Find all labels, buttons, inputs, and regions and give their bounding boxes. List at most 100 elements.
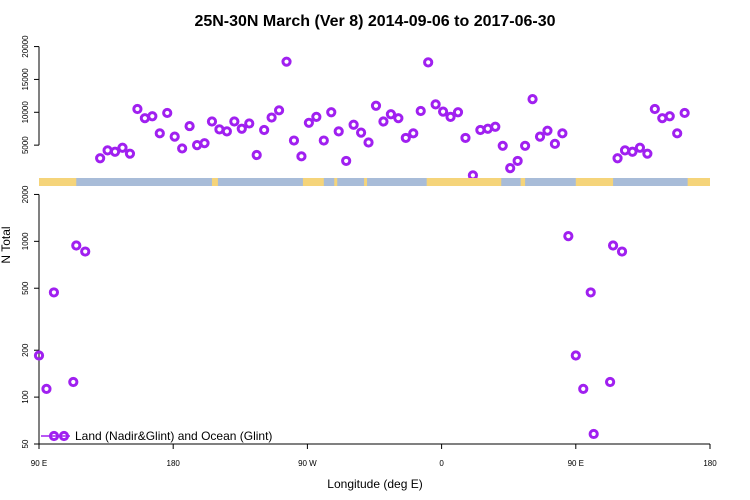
- data-point: [612, 153, 623, 164]
- x-axis: 90 E 180 90 W 0 90 E 180: [31, 444, 717, 468]
- data-point: [296, 151, 307, 162]
- data-point: [664, 111, 675, 122]
- lower-y-tick-label: 500: [21, 281, 30, 295]
- data-point: [117, 142, 128, 153]
- x-axis-title: Longitude (deg E): [327, 477, 422, 491]
- data-point: [259, 124, 270, 136]
- lower-y-tick-label: 200: [21, 343, 30, 357]
- data-point: [607, 240, 619, 251]
- data-point: [452, 107, 464, 118]
- data-point: [534, 131, 546, 142]
- data-point: [132, 103, 143, 115]
- data-point: [393, 113, 404, 124]
- data-point: [642, 148, 653, 159]
- x-tick-label: 90 W: [298, 459, 317, 468]
- data-point: [341, 155, 352, 167]
- data-point: [288, 135, 300, 146]
- x-tick-label: 0: [439, 459, 444, 468]
- data-point: [273, 105, 285, 116]
- data-point: [348, 119, 359, 130]
- data-point: [445, 111, 456, 122]
- data-point: [505, 163, 516, 174]
- data-point: [109, 146, 121, 157]
- legend-label: Land (Nadir&Glint) and Ocean (Glint): [75, 429, 272, 443]
- data-point: [206, 116, 218, 127]
- data-point: [563, 231, 574, 242]
- data-point: [95, 153, 106, 164]
- x-tick-label: 90 E: [568, 459, 584, 468]
- legend-marker-left: [48, 430, 60, 442]
- data-point: [604, 376, 616, 388]
- data-point: [326, 107, 337, 118]
- lower-panel-points: [33, 231, 628, 440]
- land-segment: [211, 178, 218, 186]
- land-segment: [687, 178, 710, 186]
- upper-y-axis: 5000 10000 15000 20000: [21, 35, 40, 154]
- data-point: [33, 350, 45, 361]
- data-point: [430, 99, 441, 110]
- data-point: [236, 123, 247, 134]
- legend-marker-right: [58, 430, 70, 442]
- data-point: [460, 132, 471, 144]
- land-segment: [426, 178, 502, 186]
- data-point: [490, 121, 501, 132]
- data-point: [557, 128, 568, 139]
- data-point: [585, 287, 596, 298]
- data-point: [423, 57, 434, 68]
- data-point: [68, 376, 79, 388]
- data-point: [570, 350, 581, 361]
- data-point: [616, 246, 628, 257]
- data-point: [542, 125, 553, 136]
- data-point: [634, 142, 646, 153]
- data-point: [80, 246, 91, 257]
- data-point: [497, 140, 508, 151]
- data-point: [415, 105, 426, 117]
- legend: Land (Nadir&Glint) and Ocean (Glint): [41, 429, 272, 443]
- upper-y-tick-label: 10000: [21, 101, 30, 124]
- data-point: [520, 140, 531, 151]
- data-point: [408, 128, 419, 139]
- land-segment: [520, 178, 526, 186]
- data-point: [333, 126, 344, 137]
- land-segment: [575, 178, 614, 186]
- data-point: [124, 148, 136, 159]
- data-point: [71, 240, 82, 251]
- data-point: [588, 428, 599, 440]
- lower-y-tick-label: 50: [21, 439, 30, 448]
- data-point: [549, 138, 561, 149]
- land-segment: [364, 178, 368, 186]
- data-point: [627, 146, 638, 157]
- data-point: [385, 109, 397, 120]
- upper-panel-points: [95, 56, 690, 181]
- lower-y-tick-label: 2000: [21, 185, 30, 203]
- data-point: [378, 116, 389, 127]
- upper-y-tick-label: 15000: [21, 68, 30, 91]
- data-point: [229, 116, 240, 127]
- data-point: [184, 120, 195, 132]
- land-segment: [302, 178, 324, 186]
- data-point: [154, 128, 165, 139]
- upper-y-tick-label: 5000: [21, 136, 30, 154]
- data-point: [177, 143, 188, 154]
- data-point: [169, 131, 180, 142]
- data-point: [578, 383, 589, 394]
- x-tick-label: 180: [703, 459, 717, 468]
- data-point: [303, 117, 314, 128]
- lower-y-tick-label: 100: [21, 390, 30, 404]
- data-point: [527, 94, 538, 105]
- data-point: [672, 128, 683, 139]
- data-point: [251, 149, 262, 161]
- y-axis-title: N Total: [0, 226, 13, 263]
- data-point: [244, 118, 255, 129]
- data-point: [370, 100, 382, 111]
- data-point: [437, 106, 449, 117]
- data-point: [311, 111, 322, 122]
- data-point: [147, 111, 158, 122]
- land-segment: [334, 178, 338, 186]
- data-point: [355, 127, 367, 138]
- data-point: [400, 132, 411, 144]
- chart-title: 25N-30N March (Ver 8) 2014-09-06 to 2017…: [194, 13, 555, 30]
- data-point: [363, 137, 374, 148]
- ocean-band: [39, 178, 710, 186]
- data-point: [281, 56, 292, 67]
